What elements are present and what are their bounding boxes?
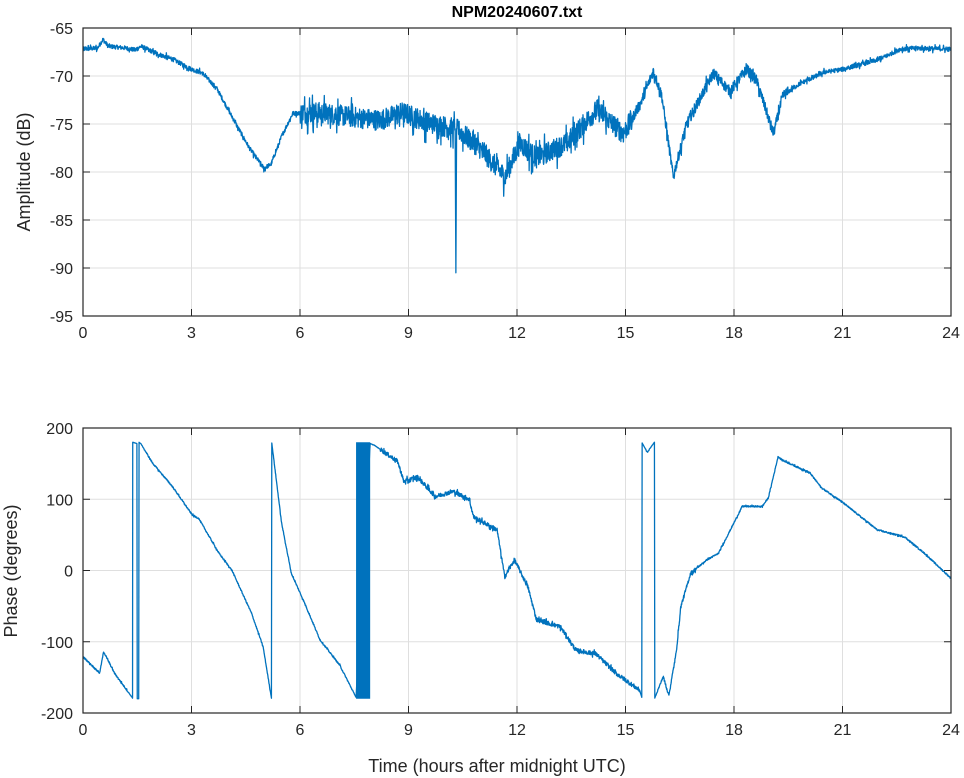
amplitude-y-axis-label: Amplitude (dB): [14, 112, 34, 231]
x-tick-label: 15: [617, 325, 635, 342]
x-tick-label: 3: [187, 722, 196, 739]
y-tick-label: -200: [41, 706, 73, 723]
x-tick-label: 0: [79, 722, 88, 739]
y-tick-label: -65: [50, 21, 73, 38]
x-tick-label: 24: [942, 325, 960, 342]
figure: 0 3 6 9 12 15 18 21 24 -95 -90 -85 -80 -75 -70 -65 0 3 6 9…: [0, 0, 964, 778]
y-tick-label: -90: [50, 261, 73, 278]
x-tick-label: 3: [187, 325, 196, 342]
x-tick-label: 0: [79, 325, 88, 342]
x-tick-label: 18: [725, 722, 743, 739]
x-tick-label: 18: [725, 325, 743, 342]
x-tick-label: 9: [404, 722, 413, 739]
phase-axes: 0 3 6 9 12 15 18 21 24 -200 -100 0 100 200: [41, 421, 960, 739]
x-tick-label: 9: [404, 325, 413, 342]
x-tick-label: 24: [942, 722, 960, 739]
x-tick-label: 12: [508, 722, 526, 739]
x-tick-label: 21: [834, 722, 852, 739]
y-tick-label: -75: [50, 117, 73, 134]
x-tick-label: 6: [296, 325, 305, 342]
x-axis-label: Time (hours after midnight UTC): [368, 756, 625, 776]
x-tick-label: 12: [508, 325, 526, 342]
x-tick-label: 15: [617, 722, 635, 739]
y-tick-label: -100: [41, 635, 73, 652]
y-tick-label: 200: [46, 421, 73, 438]
phase-wrap-band: [356, 442, 370, 699]
y-tick-label: 0: [64, 564, 73, 581]
y-tick-label: -80: [50, 165, 73, 182]
amplitude-axes: 0 3 6 9 12 15 18 21 24 -95 -90 -85 -80 -75 -70 -65: [50, 21, 960, 342]
phase-y-axis-label: Phase (degrees): [1, 504, 21, 637]
chart-title: NPM20240607.txt: [452, 4, 583, 21]
y-tick-label: -95: [50, 309, 73, 326]
x-tick-label: 21: [834, 325, 852, 342]
x-tick-label: 6: [296, 722, 305, 739]
y-tick-label: 100: [46, 492, 73, 509]
y-tick-label: -85: [50, 213, 73, 230]
y-tick-label: -70: [50, 69, 73, 86]
